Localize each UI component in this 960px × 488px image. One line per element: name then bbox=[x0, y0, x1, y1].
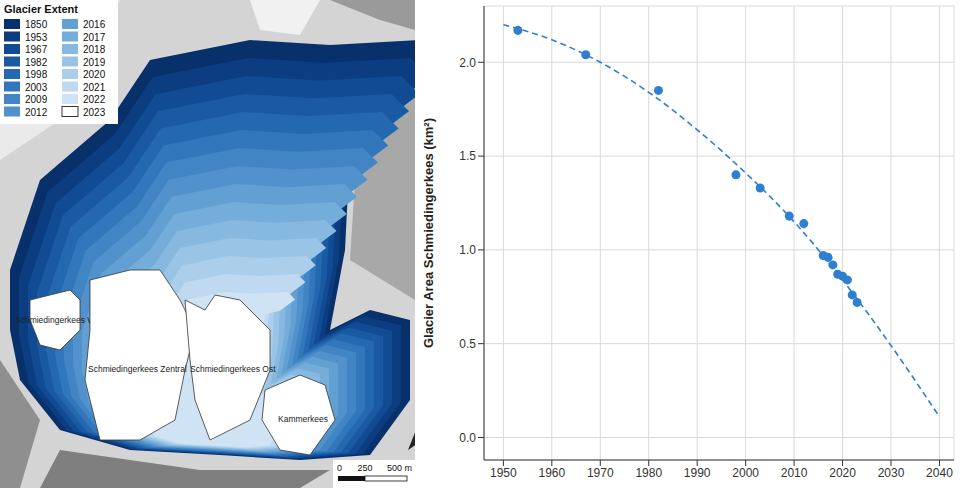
svg-text:Schmiedingerkees Ost: Schmiedingerkees Ost bbox=[190, 364, 276, 374]
svg-text:2012: 2012 bbox=[25, 107, 48, 118]
svg-text:0.5: 0.5 bbox=[459, 337, 476, 351]
svg-text:1953: 1953 bbox=[25, 32, 48, 43]
svg-text:1967: 1967 bbox=[25, 44, 48, 55]
svg-text:2019: 2019 bbox=[83, 57, 106, 68]
svg-text:1.0: 1.0 bbox=[459, 243, 476, 257]
svg-text:2016: 2016 bbox=[83, 19, 106, 30]
svg-text:2040: 2040 bbox=[926, 466, 952, 480]
svg-text:2003: 2003 bbox=[25, 82, 48, 93]
svg-text:2021: 2021 bbox=[83, 82, 106, 93]
svg-text:1950: 1950 bbox=[490, 466, 517, 480]
svg-text:1980: 1980 bbox=[635, 466, 662, 480]
svg-text:500 m: 500 m bbox=[387, 463, 412, 473]
svg-text:2020: 2020 bbox=[829, 466, 856, 480]
svg-text:1982: 1982 bbox=[25, 57, 48, 68]
svg-text:1850: 1850 bbox=[25, 19, 48, 30]
svg-text:1960: 1960 bbox=[538, 466, 565, 480]
svg-text:Schmiedingerkees Zentral: Schmiedingerkees Zentral bbox=[88, 364, 187, 374]
svg-text:2018: 2018 bbox=[83, 44, 106, 55]
svg-text:2009: 2009 bbox=[25, 94, 48, 105]
svg-text:2017: 2017 bbox=[83, 32, 106, 43]
svg-text:2010: 2010 bbox=[781, 466, 808, 480]
svg-text:0: 0 bbox=[337, 463, 342, 473]
svg-text:1970: 1970 bbox=[587, 466, 614, 480]
svg-text:Glacier Area Schmiedingerkees: Glacier Area Schmiedingerkees (km²) bbox=[421, 118, 436, 348]
svg-text:2000: 2000 bbox=[732, 466, 759, 480]
svg-text:2030: 2030 bbox=[878, 466, 905, 480]
svg-text:Schmiedingerkees West: Schmiedingerkees West bbox=[15, 315, 107, 325]
svg-text:250: 250 bbox=[357, 463, 372, 473]
svg-text:1.5: 1.5 bbox=[459, 149, 476, 163]
svg-text:Kammerkees: Kammerkees bbox=[278, 414, 328, 424]
svg-text:1990: 1990 bbox=[684, 466, 711, 480]
svg-text:2023: 2023 bbox=[83, 107, 106, 118]
svg-text:1998: 1998 bbox=[25, 69, 48, 80]
svg-text:2020: 2020 bbox=[83, 69, 106, 80]
svg-text:Glacier Extent: Glacier Extent bbox=[8, 3, 78, 15]
svg-text:2.0: 2.0 bbox=[459, 56, 476, 70]
svg-text:2022: 2022 bbox=[83, 94, 106, 105]
svg-text:0.0: 0.0 bbox=[459, 431, 476, 445]
